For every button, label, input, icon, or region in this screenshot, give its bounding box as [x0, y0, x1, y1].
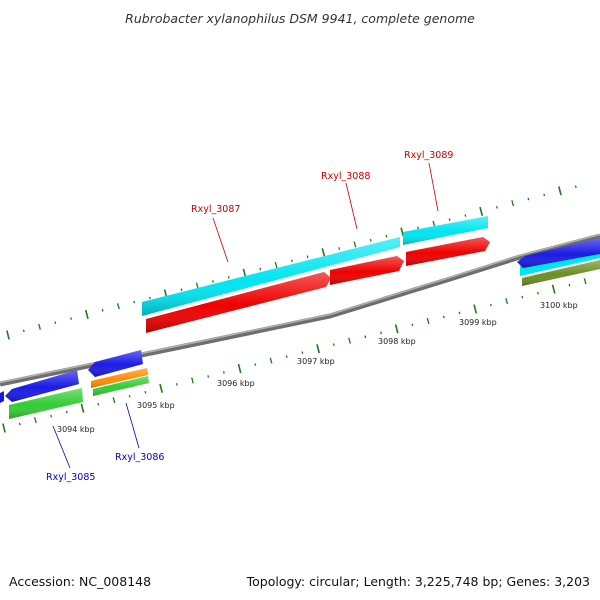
- kbp-scale-labels: 3094 kbp 3095 kbp 3096 kbp 3097 kbp 3098…: [57, 301, 578, 434]
- gene-label-rxyl-3088[interactable]: Rxyl_3088: [321, 171, 370, 182]
- inner-tick: [489, 303, 492, 307]
- inner-tick: [521, 295, 524, 299]
- gene-labels: Rxyl_3087 Rxyl_3088 Rxyl_3089 Rxyl_3085 …: [46, 150, 453, 483]
- inner-tick: [97, 402, 100, 406]
- inner-tick: [442, 315, 445, 319]
- inner-tick: [473, 304, 478, 314]
- topology-text: Topology: circular; Length: 3,225,748 bp…: [246, 574, 590, 589]
- outer-tick: [306, 255, 309, 259]
- gene-label-rxyl-3086[interactable]: Rxyl_3086: [115, 452, 164, 463]
- outer-tick: [101, 308, 104, 312]
- inner-tick: [505, 298, 509, 305]
- inner-tick: [364, 335, 367, 339]
- outer-tick: [195, 282, 199, 289]
- outer-tick: [148, 296, 151, 300]
- outer-tick: [448, 218, 451, 221]
- outer-tick: [180, 288, 183, 292]
- genome-backbone: [0, 233, 600, 387]
- forward-feature-row: [142, 216, 600, 316]
- outer-tick: [353, 241, 357, 248]
- outer-tick: [259, 267, 262, 271]
- outer-tick: [38, 323, 41, 330]
- kbp-label-3095: 3095 kbp: [137, 401, 175, 410]
- lower-feature-row: [9, 260, 600, 419]
- inner-tick: [34, 417, 37, 424]
- inner-tick: [332, 343, 335, 347]
- inner-tick: [269, 357, 273, 364]
- inner-tick: [568, 283, 571, 287]
- outer-tick: [543, 193, 546, 197]
- inner-tick: [537, 291, 539, 295]
- outer-tick: [22, 329, 25, 333]
- inner-tick: [128, 394, 131, 398]
- gene-label-rxyl-3085[interactable]: Rxyl_3085: [46, 472, 95, 483]
- inner-tick: [348, 337, 351, 344]
- inner-tick: [394, 324, 399, 334]
- inner-tick: [316, 344, 320, 354]
- accession-text: Accession: NC_008148: [9, 574, 151, 589]
- kbp-label-3099: 3099 kbp: [459, 318, 497, 327]
- outer-tick: [479, 206, 484, 217]
- outer-tick: [369, 238, 372, 242]
- outer-tick: [54, 321, 57, 324]
- outer-tick: [84, 309, 89, 320]
- red-feature-row: [146, 237, 490, 333]
- outer-tick: [321, 248, 326, 258]
- outer-tick: [432, 220, 436, 227]
- outer-tick: [574, 185, 577, 189]
- inner-tick: [175, 383, 178, 386]
- gene-blue-left-edge[interactable]: [0, 391, 4, 403]
- inner-tick: [18, 422, 21, 426]
- inner-tick: [222, 371, 225, 374]
- outer-tick: [558, 186, 562, 196]
- inner-tick: [2, 423, 6, 433]
- inner-tick: [583, 278, 587, 285]
- inner-tick: [301, 351, 304, 354]
- inner-tick: [285, 355, 288, 358]
- kbp-label-3100: 3100 kbp: [540, 301, 578, 310]
- inner-tick: [159, 383, 163, 393]
- outer-tick: [495, 206, 498, 209]
- kbp-label-3094: 3094 kbp: [57, 425, 95, 434]
- outer-tick: [385, 234, 388, 238]
- outer-tick: [417, 226, 419, 230]
- inner-tick: [80, 403, 85, 413]
- inner-tick: [254, 363, 257, 366]
- map-title: Rubrobacter xylanophilus DSM 9941, compl…: [125, 11, 475, 26]
- gene-label-rxyl-3089[interactable]: Rxyl_3089: [404, 150, 453, 161]
- outer-tick: [133, 300, 136, 304]
- outer-tick-ring: [6, 185, 577, 340]
- kbp-label-3098: 3098 kbp: [378, 337, 416, 346]
- outer-tick: [527, 197, 530, 201]
- gene-label-rxyl-3087[interactable]: Rxyl_3087: [191, 204, 240, 215]
- inner-tick: [191, 377, 194, 384]
- outer-tick: [212, 280, 214, 283]
- inner-tick: [411, 323, 414, 327]
- inner-tick: [144, 390, 147, 394]
- inner-tick: [112, 397, 116, 404]
- outer-tick: [70, 317, 73, 320]
- inner-tick-ring: [2, 278, 587, 433]
- inner-tick: [380, 331, 382, 335]
- outer-tick: [290, 259, 293, 263]
- outer-tick: [464, 214, 467, 217]
- inner-tick: [65, 410, 68, 414]
- outer-tick: [338, 247, 341, 250]
- inner-tick: [207, 375, 210, 378]
- inner-tick: [458, 311, 461, 315]
- inner-tick: [426, 317, 430, 324]
- kbp-label-3097: 3097 kbp: [297, 357, 335, 366]
- outer-tick: [274, 261, 278, 269]
- blue-feature-row: [0, 238, 600, 403]
- inner-tick: [237, 363, 242, 374]
- inner-tick: [551, 284, 556, 294]
- outer-tick: [6, 330, 10, 340]
- outer-tick: [511, 200, 515, 207]
- label-leader-lines: [52, 162, 439, 469]
- outer-tick: [116, 303, 120, 310]
- kbp-label-3096: 3096 kbp: [217, 379, 255, 388]
- inner-tick: [50, 414, 53, 418]
- outer-tick: [227, 276, 230, 279]
